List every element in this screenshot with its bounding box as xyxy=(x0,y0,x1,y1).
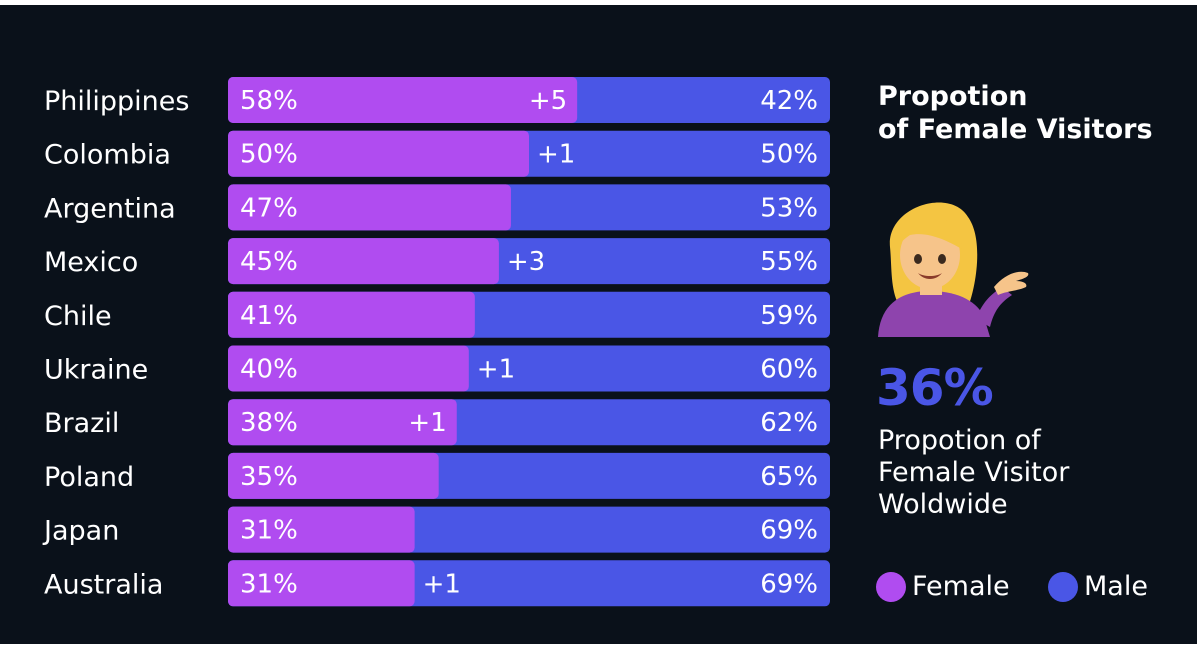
panel-title-line-2: of Female Visitors xyxy=(878,114,1153,145)
female-value-label-australia: 31% xyxy=(240,569,298,599)
country-label-mexico: Mexico xyxy=(44,247,138,278)
change-label-brazil: +1 xyxy=(408,408,446,438)
change-label-ukraine: +1 xyxy=(477,355,515,385)
male-value-label-argentina: 53% xyxy=(760,193,818,223)
male-value-label-philippines: 42% xyxy=(760,86,818,116)
legend-male: Male xyxy=(1048,571,1148,602)
country-label-argentina: Argentina xyxy=(44,193,176,224)
panel-title-line-1: Propotion xyxy=(878,81,1028,112)
legend-female-swatch xyxy=(876,571,906,602)
description-line-2: Female Visitor xyxy=(878,457,1070,488)
change-label-australia: +1 xyxy=(423,569,461,599)
male-value-label-australia: 69% xyxy=(760,569,818,599)
country-label-colombia: Colombia xyxy=(44,140,171,171)
legend-female-label: Female xyxy=(912,571,1010,602)
bar-female-ukraine xyxy=(228,345,469,392)
female-value-label-chile: 41% xyxy=(240,301,298,331)
female-value-label-mexico: 45% xyxy=(240,247,298,277)
male-value-label-brazil: 62% xyxy=(760,408,818,438)
female-value-label-poland: 35% xyxy=(240,462,298,492)
bar-female-japan xyxy=(228,506,415,553)
female-value-label-philippines: 58% xyxy=(240,86,298,116)
country-label-australia: Australia xyxy=(44,569,163,600)
bar-female-mexico xyxy=(228,238,499,285)
female-value-label-brazil: 38% xyxy=(240,408,298,438)
description-line-3: Woldwide xyxy=(878,489,1008,520)
country-label-chile: Chile xyxy=(44,301,112,332)
description-line-1: Propotion of xyxy=(878,425,1041,456)
bar-female-brazil xyxy=(228,399,457,446)
country-label-japan: Japan xyxy=(42,516,119,547)
female-value-label-ukraine: 40% xyxy=(240,355,298,385)
male-value-label-chile: 59% xyxy=(760,301,818,331)
legend-female: Female xyxy=(876,571,1010,602)
country-label-ukraine: Ukraine xyxy=(44,355,148,386)
bar-female-poland xyxy=(228,452,439,499)
legend-male-swatch xyxy=(1048,571,1078,602)
change-label-colombia: +1 xyxy=(537,140,575,170)
worldwide-female-percentage: 36% xyxy=(876,359,994,417)
bar-female-australia xyxy=(228,560,415,607)
bar-female-colombia xyxy=(228,130,529,177)
female-value-label-argentina: 47% xyxy=(240,193,298,223)
bar-female-argentina xyxy=(228,184,511,231)
chart-panel: Philippines 58% 42% +5 Colombia 50% 50% +1 Argen… xyxy=(0,5,1197,644)
female-value-label-colombia: 50% xyxy=(240,140,298,170)
male-value-label-mexico: 55% xyxy=(760,247,818,277)
male-value-label-ukraine: 60% xyxy=(760,355,818,385)
change-label-philippines: +5 xyxy=(529,86,567,116)
male-value-label-colombia: 50% xyxy=(760,140,818,170)
change-label-mexico: +3 xyxy=(507,247,545,277)
stacked-bar-chart: Philippines 58% 42% +5 Colombia 50% 50% +1 Argen… xyxy=(42,77,830,607)
bar-female-philippines xyxy=(228,77,578,123)
male-value-label-poland: 65% xyxy=(760,462,818,492)
legend-male-label: Male xyxy=(1084,571,1148,602)
woman-tipping-hand-icon xyxy=(872,187,1032,339)
country-label-poland: Poland xyxy=(44,462,134,493)
country-label-brazil: Brazil xyxy=(44,408,119,439)
country-label-philippines: Philippines xyxy=(44,86,189,117)
male-value-label-japan: 69% xyxy=(760,516,818,546)
female-value-label-japan: 31% xyxy=(240,516,298,546)
bar-female-chile xyxy=(228,291,475,338)
